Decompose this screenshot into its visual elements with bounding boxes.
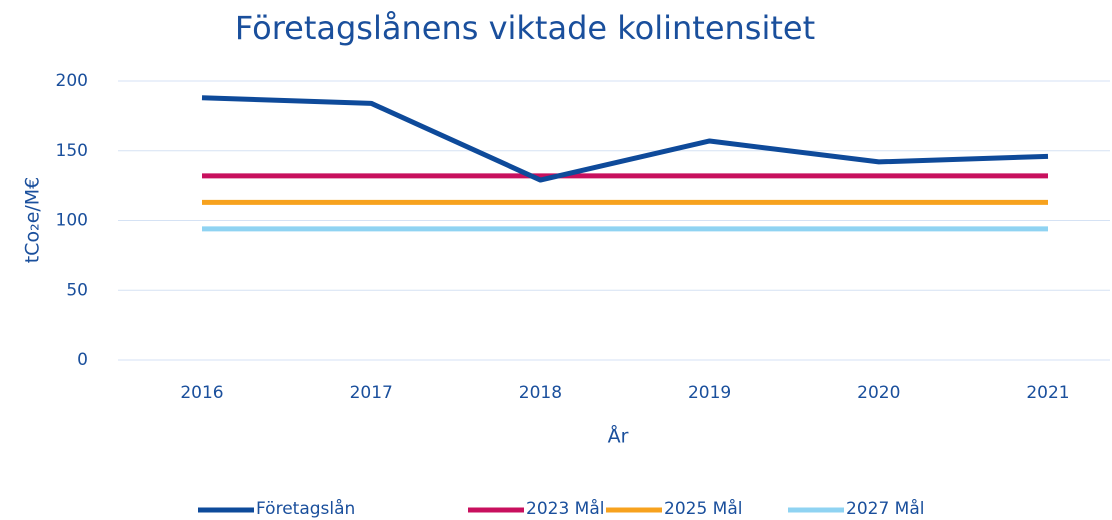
legend-label: 2027 Mål: [846, 498, 924, 519]
x-tick-label: 2017: [350, 383, 393, 403]
y-tick-label: 200: [56, 71, 88, 91]
series-line: [201, 95, 1049, 183]
legend-label: Företagslån: [256, 498, 355, 519]
x-axis-label: År: [608, 425, 629, 448]
legend-label: 2023 Mål: [526, 498, 604, 519]
y-tick-label: 150: [56, 141, 88, 161]
x-tick-label: 2020: [857, 383, 900, 403]
y-axis-label: tCo₂e/M€: [22, 177, 44, 264]
y-tick-label: 100: [56, 211, 88, 231]
legend-label: 2025 Mål: [664, 498, 742, 519]
y-tick-label: 0: [77, 350, 88, 370]
x-tick-label: 2018: [519, 383, 562, 403]
chart-title: Företagslånens viktade kolintensitet: [235, 9, 815, 47]
y-tick-label: 50: [66, 280, 88, 300]
x-tick-label: 2019: [688, 383, 731, 403]
x-tick-label: 2016: [180, 383, 223, 403]
x-tick-label: 2021: [1026, 383, 1069, 403]
